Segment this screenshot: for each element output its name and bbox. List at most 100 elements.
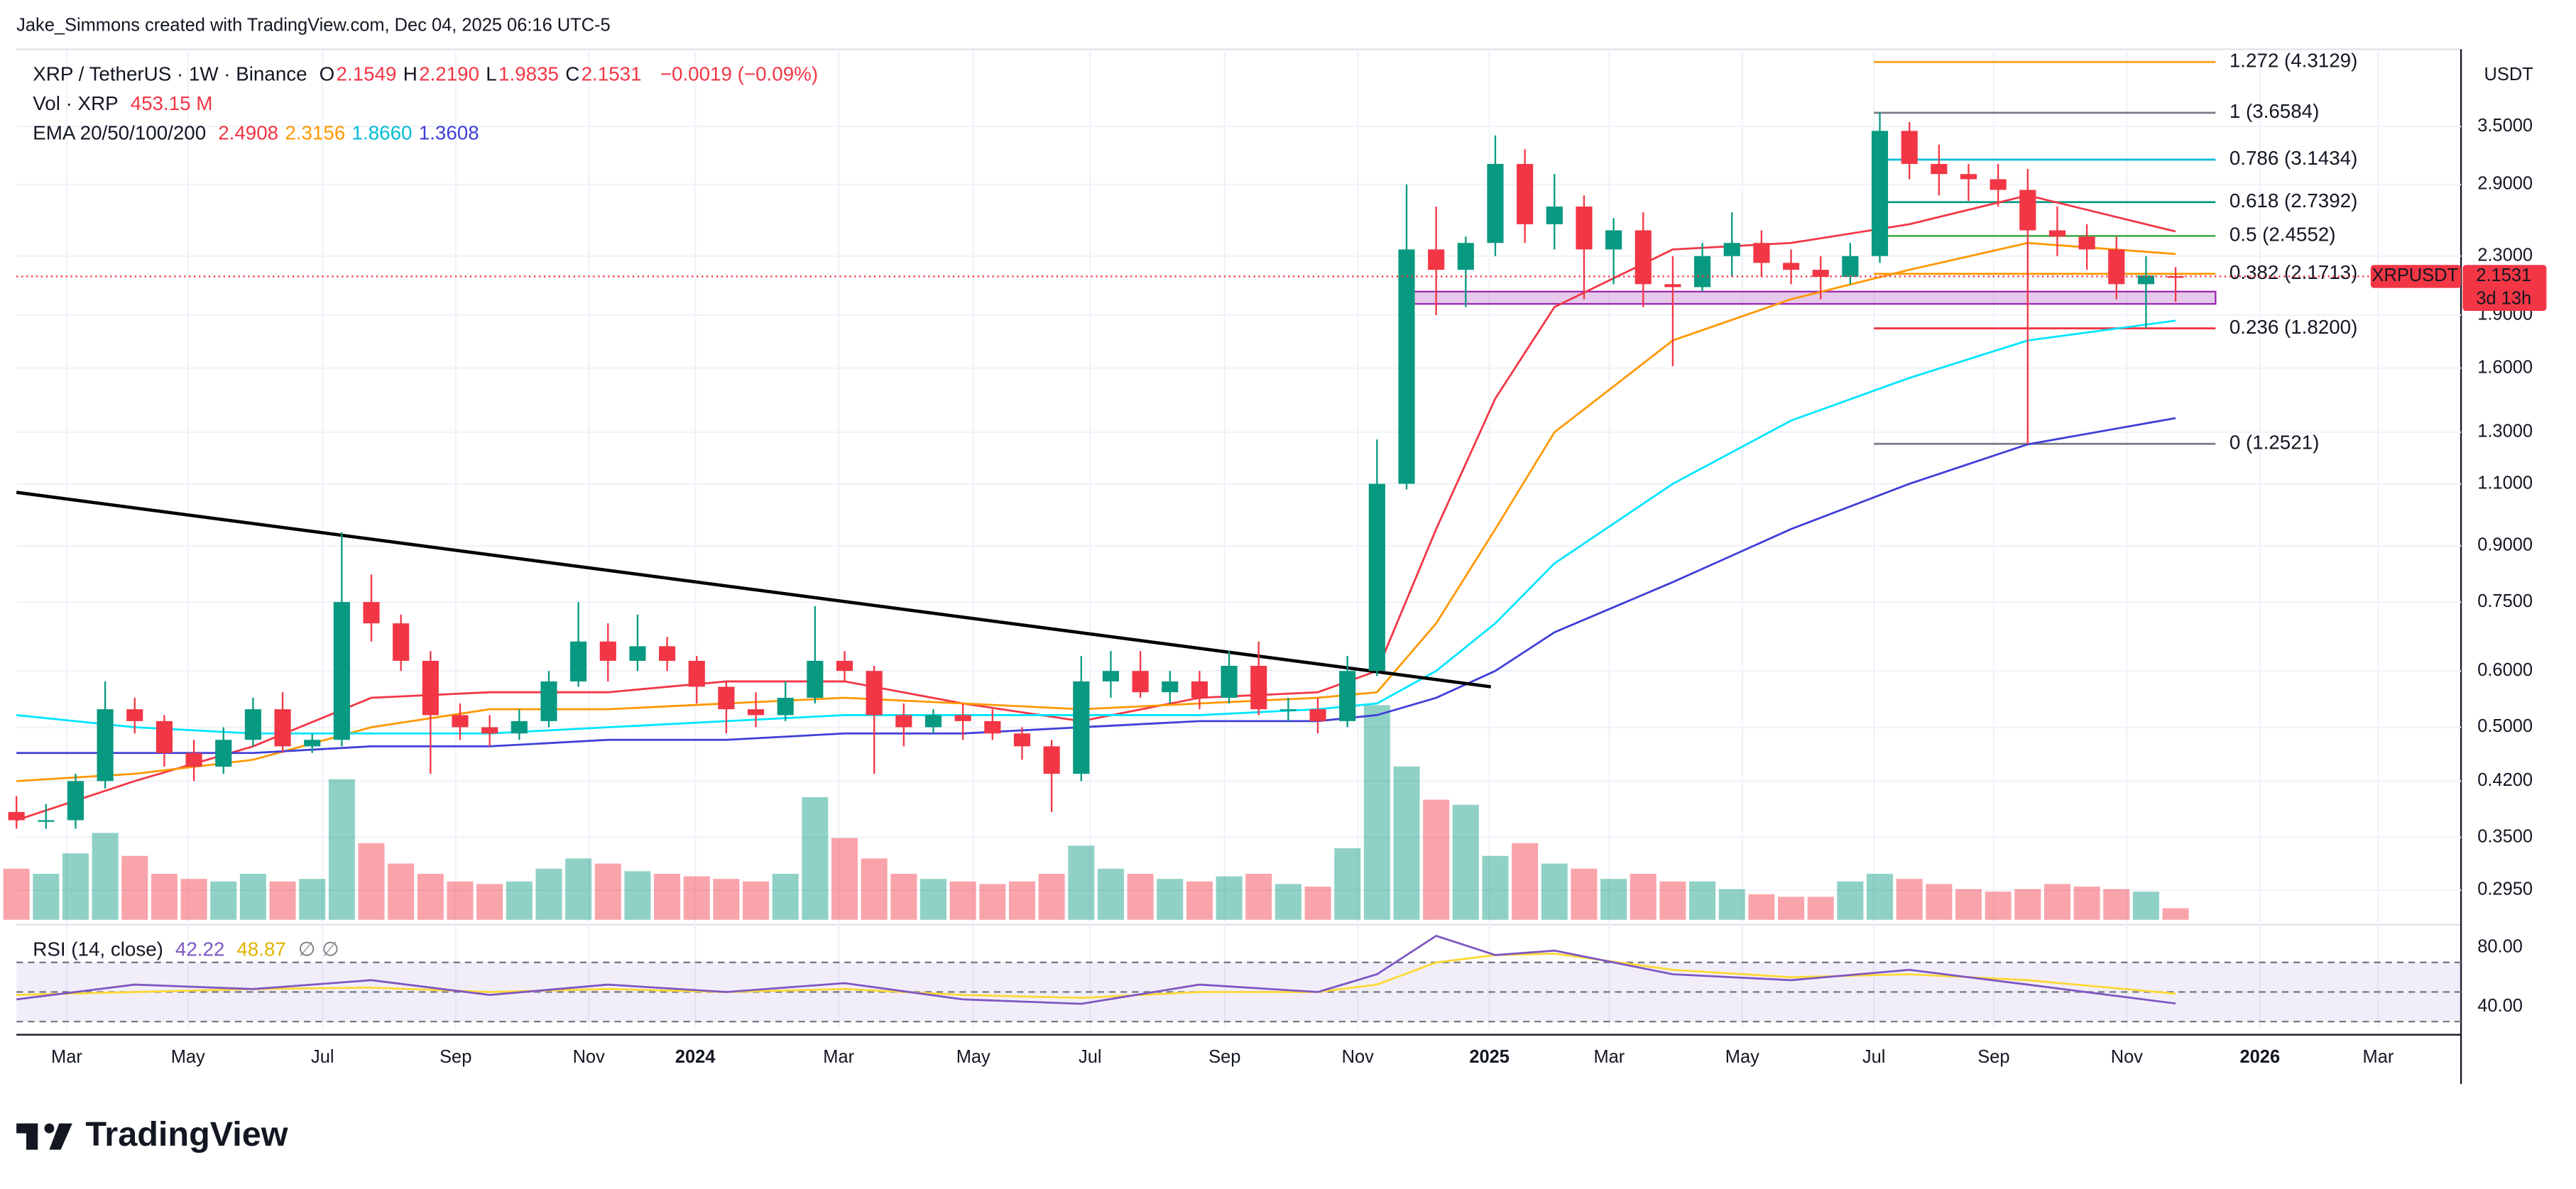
x-tick-label: Jul xyxy=(1079,1047,1102,1067)
candle-body xyxy=(1901,131,1918,164)
candle-body xyxy=(540,681,557,721)
y-tick-label: 0.9000 xyxy=(2477,535,2533,555)
volume-bar xyxy=(772,873,799,920)
price-tag-text: 2.1531 xyxy=(2476,265,2531,285)
x-tick-label: Mar xyxy=(2363,1047,2394,1067)
candle-body xyxy=(363,602,380,624)
volume-bar xyxy=(743,881,770,920)
candle-body xyxy=(1634,230,1652,285)
candle-body xyxy=(2048,230,2066,237)
volume-bar xyxy=(1068,845,1095,920)
volume-bar xyxy=(299,879,326,920)
rsi-value: 42.22 xyxy=(175,938,225,961)
candle-body xyxy=(1960,174,1977,180)
ema-value: 1.3608 xyxy=(418,121,479,145)
y-tick-label: 1.1000 xyxy=(2477,473,2533,493)
ema-label: EMA 20/50/100/200 xyxy=(33,121,207,145)
volume-bar xyxy=(713,879,740,920)
candle-body xyxy=(659,646,676,661)
volume-bar xyxy=(2162,908,2189,920)
y-tick-label: 1.6000 xyxy=(2477,357,2533,377)
volume-bar xyxy=(1985,892,2012,920)
volume-bar xyxy=(565,858,592,920)
x-tick-label: 2026 xyxy=(2240,1047,2281,1067)
trend-line xyxy=(16,491,1492,689)
volume-bar xyxy=(1718,889,1745,920)
price-tag xyxy=(2462,265,2547,312)
volume-bar xyxy=(62,853,89,920)
ohlc-label: O xyxy=(319,62,335,86)
volume-bar xyxy=(683,876,710,920)
ohlc-value: 1.9835 xyxy=(498,62,559,86)
rsi-line xyxy=(16,934,2176,1005)
ema-legend: EMA 20/50/100/200 2.4908 2.3156 1.8660 1.36… xyxy=(33,121,486,144)
volume-bar xyxy=(151,873,178,920)
volume-bar xyxy=(1216,876,1243,920)
volume-bar xyxy=(33,873,60,920)
candle-body xyxy=(599,641,616,661)
volume-bar xyxy=(1630,873,1657,920)
candle-body xyxy=(1723,243,1740,256)
rsi-title: RSI (14, close) xyxy=(33,938,163,961)
candle-body xyxy=(1043,746,1060,774)
candle-body xyxy=(1162,681,1179,693)
fib-label: 1.272 (4.3129) xyxy=(2230,50,2358,72)
volume-bar xyxy=(890,873,917,920)
candle-body xyxy=(1221,666,1238,698)
x-tick-label: 2025 xyxy=(1469,1047,1510,1067)
candle-body xyxy=(688,660,705,687)
volume-bar xyxy=(476,884,503,920)
fib-label: 0.618 (2.7392) xyxy=(2230,190,2358,212)
volume-bar xyxy=(1423,799,1450,920)
candle-body xyxy=(481,727,498,734)
volume-bar xyxy=(239,873,266,920)
candle-body xyxy=(452,715,469,728)
volume-bar xyxy=(594,863,621,920)
volume-bar xyxy=(2043,884,2070,920)
ohlc-value: 2.1531 xyxy=(581,62,642,86)
candle-body xyxy=(866,671,883,716)
volume-bar xyxy=(1275,884,1301,920)
candle-body xyxy=(1546,207,1563,224)
volume-bar xyxy=(1748,894,1775,920)
volume-bar xyxy=(2132,892,2159,920)
volume-bar xyxy=(1600,879,1627,920)
volume-bar xyxy=(624,871,651,920)
ema-value: 2.3156 xyxy=(285,121,346,145)
candle-body xyxy=(1605,230,1622,250)
volume-bar xyxy=(3,868,30,920)
volume-bar xyxy=(979,884,1006,920)
volume-bar xyxy=(1659,881,1686,920)
candle-body xyxy=(1191,681,1208,698)
fib-label: 0.786 (3.1434) xyxy=(2230,147,2358,169)
candle-body xyxy=(2108,249,2125,285)
rsi-tick-label: 80.00 xyxy=(2477,937,2523,957)
ohlc-value: 2.2190 xyxy=(419,62,480,86)
candle-body xyxy=(1812,270,1829,278)
volume-bar xyxy=(1955,889,1982,920)
volume-bar xyxy=(506,881,533,920)
volume-bar xyxy=(1157,879,1184,920)
candle-body xyxy=(807,660,824,698)
y-tick-label: 0.5000 xyxy=(2477,716,2533,736)
candle-body xyxy=(1250,666,1267,710)
candle-body xyxy=(185,752,202,767)
volume-bar xyxy=(1896,879,1923,920)
candle-body xyxy=(1576,207,1593,250)
ohlc-label: H xyxy=(403,62,417,86)
rsi-legend: RSI (14, close) 42.22 48.87 ∅ ∅ xyxy=(33,938,345,960)
volume-bar xyxy=(447,881,474,920)
volume-bar xyxy=(269,881,296,920)
volume-bar xyxy=(210,881,237,920)
ema-line xyxy=(16,319,2176,735)
candle-body xyxy=(8,811,25,821)
rsi-tick-label: 40.00 xyxy=(2477,996,2523,1016)
x-tick-label: Nov xyxy=(1342,1047,1375,1067)
volume-bar xyxy=(654,873,681,920)
candle-body xyxy=(836,660,853,672)
volume-bar xyxy=(1512,843,1539,920)
fib-label: 0.382 (2.1713) xyxy=(2230,261,2358,283)
candle-body xyxy=(2019,190,2036,231)
logo-text: TradingView xyxy=(85,1115,288,1154)
